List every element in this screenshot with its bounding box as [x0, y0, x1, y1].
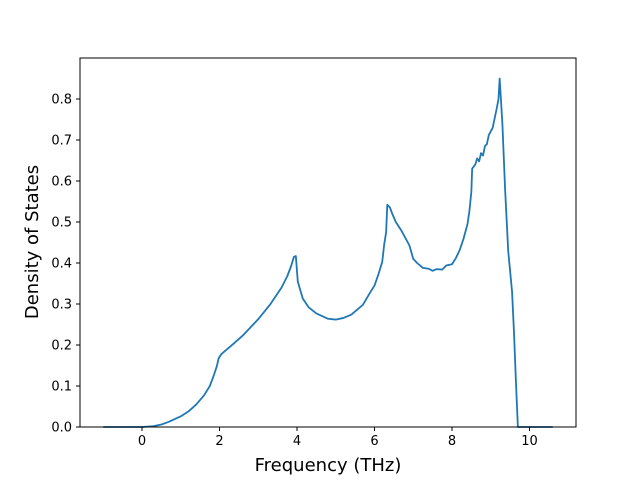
y-tick-label: 0.8 — [51, 93, 72, 108]
x-tick-label: 10 — [521, 434, 538, 449]
series-layer — [103, 77, 553, 428]
x-tick-label: 6 — [370, 434, 378, 449]
x-tick-label: 8 — [448, 434, 456, 449]
series-line-0 — [103, 77, 553, 428]
y-tick-label: 0.3 — [51, 298, 72, 313]
y-axis: 0.0 0.1 0.2 0.3 0.4 0.5 0.6 0.7 0.8 — [51, 93, 80, 436]
y-tick-label: 0.4 — [51, 257, 72, 272]
x-axis-label: Frequency (THz) — [255, 455, 402, 476]
y-tick-label: 0.0 — [51, 421, 72, 436]
x-tick-label: 2 — [215, 434, 223, 449]
y-tick-label: 0.2 — [51, 339, 72, 354]
x-axis: 0 2 4 6 8 10 — [138, 427, 538, 449]
plot-frame — [79, 57, 577, 428]
y-tick-label: 0.6 — [51, 175, 72, 190]
x-tick-label: 0 — [138, 434, 146, 449]
y-tick-label: 0.5 — [51, 216, 72, 231]
plot-border — [79, 57, 577, 428]
x-tick-label: 4 — [293, 434, 301, 449]
y-tick-label: 0.7 — [51, 134, 72, 149]
y-axis-label: Density of States — [22, 165, 43, 319]
y-tick-label: 0.1 — [51, 380, 72, 395]
